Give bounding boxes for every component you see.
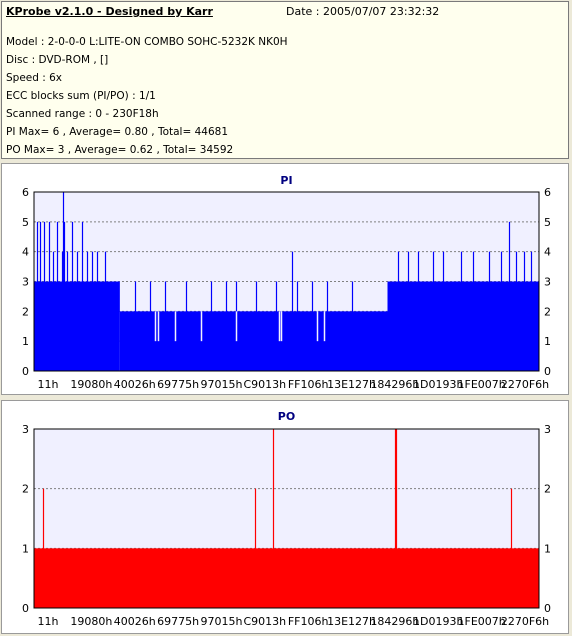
po-y-tick-label-right: 2	[544, 483, 551, 496]
po-x-tick-label: FF106h	[288, 615, 329, 628]
po-y-tick-label-right: 1	[544, 542, 551, 555]
pi-y-tick-label-right: 5	[544, 216, 551, 229]
model-line: Model : 2-0-0-0 L:LITE-ON COMBO SOHC-523…	[6, 36, 288, 48]
po-stats-line: PO Max= 3 , Average= 0.62 , Total= 34592	[6, 144, 234, 156]
po-y-tick-label-right: 3	[544, 423, 551, 436]
pi-chart-panel: PI 0 0 1 1 2 2 3 3 4 4 5 5 6 6 11h 19080h 40026h 69775h 970…	[1, 163, 569, 395]
pi-y-tick-label-left: 1	[22, 335, 29, 348]
pi-y-tick-label-right: 2	[544, 305, 551, 318]
pi-x-tick-label: 97015h	[200, 378, 242, 391]
pi-y-tick-label-left: 3	[22, 276, 29, 289]
po-x-tick-label: 1FE007h	[458, 615, 506, 628]
pi-x-tick-label: 1D0193h	[413, 378, 463, 391]
info-panel: KProbe v2.1.0 - Designed by Karr Date : …	[1, 1, 569, 159]
pi-x-tick-label: 13E127h	[327, 378, 376, 391]
pi-baseline-bar	[387, 281, 539, 371]
disc-line: Disc : DVD-ROM , []	[6, 54, 109, 66]
po-x-tick-label: 13E127h	[327, 615, 376, 628]
po-x-tick-label: 40026h	[114, 615, 156, 628]
po-x-tick-label: 184296h	[370, 615, 419, 628]
speed-line: Speed : 6x	[6, 72, 63, 84]
pi-x-tick-label: FF106h	[288, 378, 329, 391]
pi-x-tick-label: C9013h	[243, 378, 286, 391]
ecc-line: ECC blocks sum (PI/PO) : 1/1	[6, 90, 156, 102]
pi-x-tick-label: 69775h	[157, 378, 199, 391]
pi-y-tick-label-right: 4	[544, 246, 551, 259]
po-y-tick-label-left: 1	[22, 542, 29, 555]
pi-x-tick-label: 2270F6h	[501, 378, 549, 391]
pi-baseline-bar	[119, 311, 388, 371]
scan-date: Date : 2005/07/07 23:32:32	[286, 5, 440, 18]
pi-y-tick-label-right: 6	[544, 186, 551, 199]
pi-y-tick-label-right: 0	[544, 365, 551, 378]
pi-chart: PI 0 0 1 1 2 2 3 3 4 4 5 5 6 6 11h 19080h 40026h 69775h 970…	[22, 174, 551, 391]
po-y-tick-label-left: 0	[22, 602, 29, 615]
po-chart-panel: PO 0 0 1 1 2 2 3 3 11h 19080h 40026h 69775h 97015h C90…	[1, 400, 569, 634]
pi-stats-line: PI Max= 6 , Average= 0.80 , Total= 44681	[6, 126, 229, 138]
po-y-tick-label-left: 2	[22, 483, 29, 496]
pi-x-tick-label: 19080h	[70, 378, 112, 391]
app-title: KProbe v2.1.0 - Designed by Karr	[6, 5, 213, 18]
po-x-tick-label: 19080h	[70, 615, 112, 628]
pi-y-tick-label-right: 1	[544, 335, 551, 348]
po-chart: PO 0 0 1 1 2 2 3 3 11h 19080h 40026h 69775h 97015h C90…	[22, 410, 551, 628]
pi-y-tick-label-left: 6	[22, 186, 29, 199]
po-x-tick-label: 69775h	[157, 615, 199, 628]
po-x-tick-label: 97015h	[200, 615, 242, 628]
pi-y-tick-label-left: 5	[22, 216, 29, 229]
pi-y-tick-label-left: 0	[22, 365, 29, 378]
po-chart-title: PO	[278, 410, 295, 423]
pi-y-tick-label-right: 3	[544, 276, 551, 289]
range-line: Scanned range : 0 - 230F18h	[6, 108, 159, 120]
po-x-tick-label: 11h	[38, 615, 59, 628]
pi-x-tick-label: 184296h	[370, 378, 419, 391]
po-y-tick-label-right: 0	[544, 602, 551, 615]
pi-axis-frame	[33, 191, 540, 372]
po-y-tick-label-left: 3	[22, 423, 29, 436]
po-x-tick-label: 1D0193h	[413, 615, 463, 628]
po-x-tick-label: 2270F6h	[501, 615, 549, 628]
pi-x-tick-label: 1FE007h	[458, 378, 506, 391]
pi-chart-title: PI	[280, 174, 292, 187]
pi-x-tick-label: 11h	[38, 378, 59, 391]
po-axis-frame	[33, 428, 540, 609]
po-baseline-bar	[34, 548, 539, 608]
pi-y-tick-label-left: 4	[22, 246, 29, 259]
pi-y-tick-label-left: 2	[22, 305, 29, 318]
pi-x-tick-label: 40026h	[114, 378, 156, 391]
po-x-tick-label: C9013h	[243, 615, 286, 628]
